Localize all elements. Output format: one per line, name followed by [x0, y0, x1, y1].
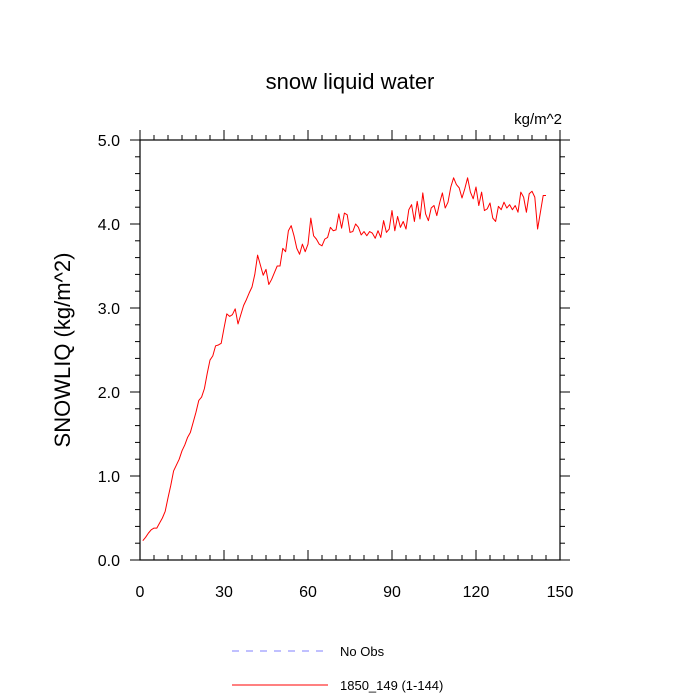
y-tick-label: 5.0 [98, 133, 120, 150]
x-tick-label: 150 [547, 584, 574, 601]
y-tick-label: 0.0 [98, 553, 120, 570]
axis-ticks [130, 130, 570, 561]
series-line-1 [142, 177, 546, 542]
x-tick-label: 30 [215, 584, 233, 601]
plot-frame [139, 139, 561, 561]
legend-label-model: 1850_149 (1-144) [340, 678, 443, 693]
y-tick-label: 3.0 [98, 301, 120, 318]
x-tick-label: 60 [299, 584, 317, 601]
x-tick-label: 120 [463, 584, 490, 601]
y-tick-label: 2.0 [98, 385, 120, 402]
chart-title: snow liquid water [266, 69, 435, 94]
legend: No Obs 1850_149 (1-144) [232, 644, 443, 693]
y-tick-label: 4.0 [98, 217, 120, 234]
tick-labels: 0 30 60 90 120 150 0.0 1.0 2.0 3.0 4.0 5.0 [98, 133, 574, 601]
chart-units: kg/m^2 [514, 111, 562, 128]
y-axis-title: SNOWLIQ (kg/m^2) [50, 253, 75, 448]
x-tick-label: 0 [136, 584, 145, 601]
y-tick-label: 1.0 [98, 469, 120, 486]
legend-label-no-obs: No Obs [340, 644, 385, 659]
series-layer [142, 177, 546, 542]
x-tick-label: 90 [383, 584, 401, 601]
